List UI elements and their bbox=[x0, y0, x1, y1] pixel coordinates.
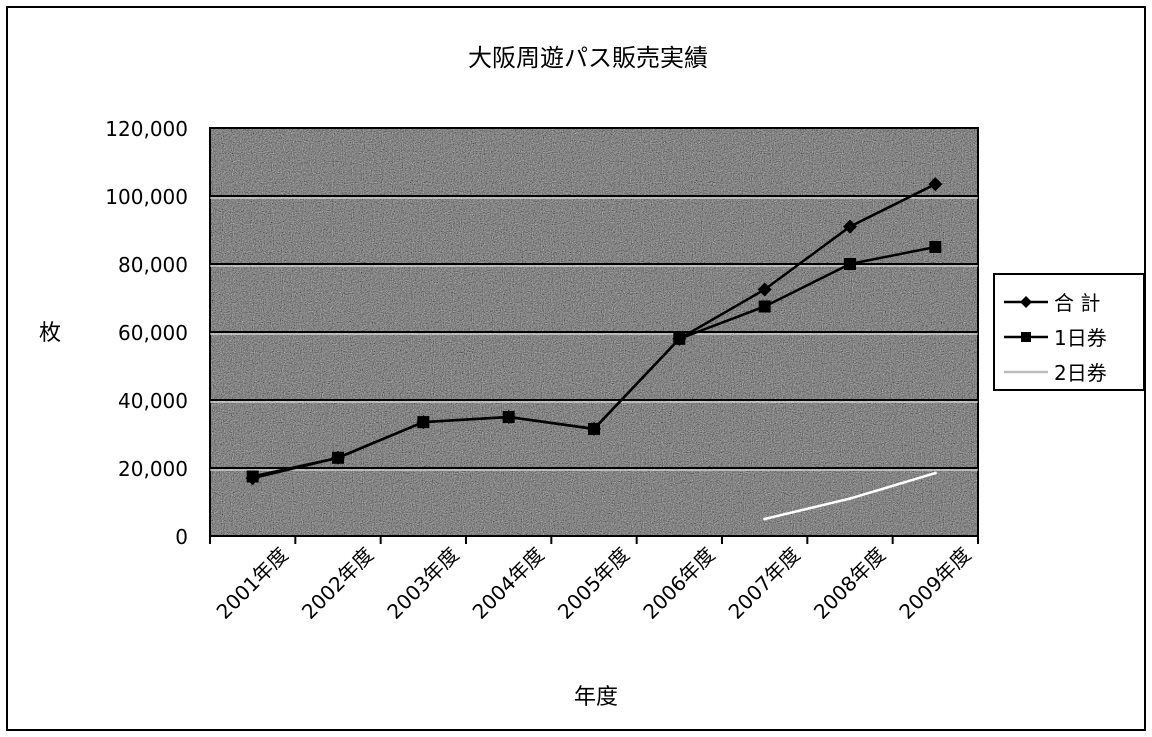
legend-marker-square bbox=[1021, 332, 1031, 342]
data-point-square bbox=[417, 416, 430, 429]
data-point bbox=[763, 517, 767, 521]
data-point-square bbox=[758, 300, 771, 313]
y-axis-label: 枚 bbox=[39, 321, 61, 346]
chart-title: 大阪周遊パス販売実績 bbox=[468, 44, 708, 72]
legend-label: 合 計 bbox=[1054, 291, 1100, 315]
y-tick-label: 40,000 bbox=[118, 389, 188, 413]
x-tick-label: 2004年度 bbox=[468, 543, 549, 624]
y-axis-ticks: 0 20,000 40,000 60,000 80,000 100,000 120,000 bbox=[105, 117, 188, 549]
x-tick-label: 2003年度 bbox=[382, 543, 463, 624]
y-tick-label: 0 bbox=[175, 525, 188, 549]
data-point-diamond bbox=[843, 219, 857, 234]
legend-label: 2日券 bbox=[1054, 361, 1107, 385]
y-tick-label: 20,000 bbox=[118, 457, 188, 481]
data-point-diamond bbox=[757, 282, 772, 297]
data-point bbox=[933, 471, 937, 475]
y-tick-label: 60,000 bbox=[118, 321, 188, 345]
legend-marker-diamond bbox=[1020, 296, 1032, 308]
legend-box bbox=[993, 273, 1145, 391]
data-point-square bbox=[673, 332, 686, 345]
series-layer bbox=[245, 177, 943, 521]
x-tick-label: 2007年度 bbox=[724, 543, 805, 624]
x-axis-ticks: 2001年度 2002年度 2003年度 2004年度 2005年度 2006年度 2007… bbox=[209, 536, 979, 624]
data-point-square bbox=[332, 451, 344, 464]
x-tick-label: 2002年度 bbox=[297, 543, 378, 624]
gridlines bbox=[210, 195, 978, 471]
x-axis-label: 年度 bbox=[574, 685, 618, 710]
x-tick-label: 2005年度 bbox=[553, 543, 634, 624]
series-2 bbox=[246, 241, 942, 483]
y-tick-label: 120,000 bbox=[105, 117, 188, 141]
y-tick-label: 100,000 bbox=[105, 185, 188, 209]
chart-frame: 大阪周遊パス販売実績 0 20,000 40,000 60,000 80,000 100,… bbox=[6, 6, 1146, 731]
data-point-square bbox=[502, 411, 515, 423]
x-tick-label: 2008年度 bbox=[809, 543, 890, 624]
data-point-square bbox=[929, 241, 942, 253]
data-point-diamond bbox=[928, 177, 943, 192]
x-tick-label: 2009年度 bbox=[894, 543, 975, 624]
data-point-square bbox=[844, 258, 856, 270]
data-point-square bbox=[588, 422, 600, 435]
data-point bbox=[848, 497, 852, 501]
legend-label: 1日券 bbox=[1054, 326, 1107, 350]
series-3 bbox=[763, 471, 937, 521]
legend: 合 計 1日券 2日券 bbox=[993, 273, 1145, 391]
x-tick-label: 2006年度 bbox=[638, 543, 719, 624]
chart-svg: 大阪周遊パス販売実績 0 20,000 40,000 60,000 80,000 100,… bbox=[39, 44, 1145, 710]
data-point-square bbox=[246, 470, 259, 483]
y-tick-label: 80,000 bbox=[118, 253, 188, 277]
x-tick-label: 2001年度 bbox=[212, 543, 293, 624]
